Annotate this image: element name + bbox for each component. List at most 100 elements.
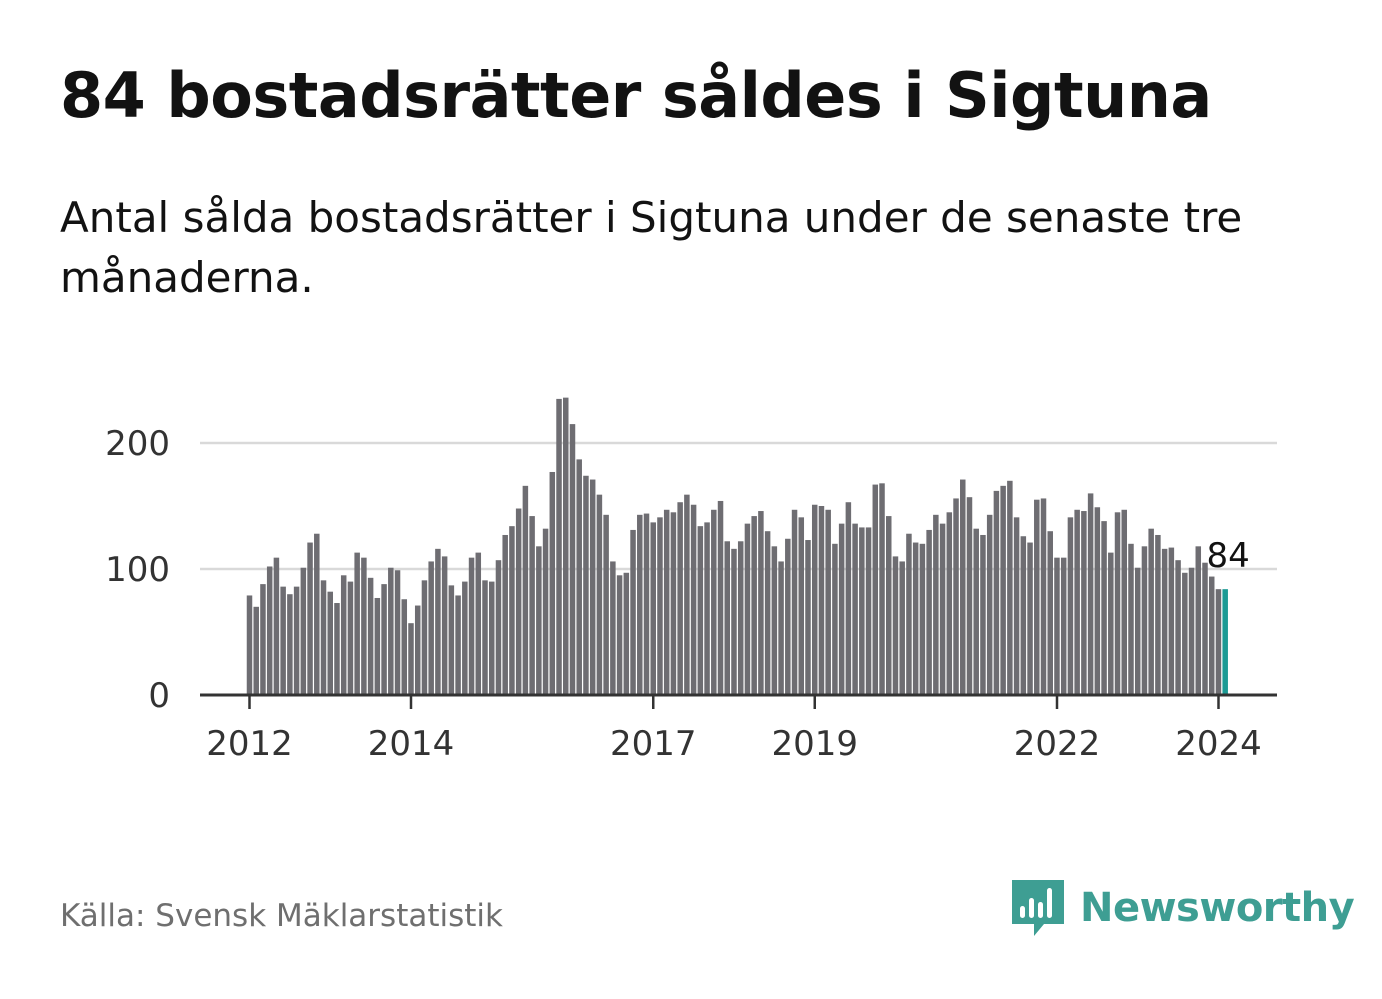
bar (488, 581, 495, 695)
x-tick-label: 2024 (1175, 724, 1262, 764)
bar (603, 514, 609, 695)
bar (737, 541, 744, 695)
bar (388, 567, 394, 695)
bar (859, 527, 865, 695)
bar (320, 580, 327, 695)
bar (287, 594, 293, 695)
bar (563, 397, 569, 695)
bar (475, 552, 482, 695)
bar (1121, 509, 1128, 695)
bar (334, 603, 340, 695)
bar (717, 500, 724, 695)
bar (455, 595, 461, 695)
bar (529, 516, 535, 695)
bar (401, 599, 408, 695)
brand-logo: Newsworthy (1010, 878, 1355, 938)
bar (980, 534, 986, 695)
bar (1040, 498, 1047, 695)
bar (1155, 534, 1161, 695)
bar (731, 548, 737, 695)
bar (623, 572, 630, 695)
bar (650, 522, 656, 695)
bar (637, 514, 643, 695)
bar (462, 581, 468, 695)
bar (1134, 567, 1141, 695)
bar (394, 570, 401, 695)
bar (576, 459, 582, 695)
bar (583, 475, 589, 695)
bar (273, 557, 280, 695)
bar (589, 479, 596, 695)
bar (1081, 511, 1087, 695)
bar (1188, 567, 1195, 695)
bar (1208, 576, 1215, 695)
bar (711, 509, 717, 695)
bar (724, 541, 731, 695)
bar (610, 561, 616, 695)
bar (300, 567, 307, 695)
bar (354, 552, 360, 695)
bar (1215, 589, 1222, 695)
bar (1141, 546, 1148, 695)
bar (307, 542, 313, 695)
x-tick-label: 2017 (610, 724, 697, 764)
brand-name: Newsworthy (1080, 885, 1355, 931)
bar (805, 540, 811, 695)
bar (899, 561, 905, 695)
page-subtitle: Antal sålda bostadsrätter i Sigtuna unde… (60, 193, 1243, 302)
bar (1047, 531, 1053, 695)
bar (1094, 507, 1101, 695)
bar (1020, 536, 1027, 695)
bar (1034, 499, 1040, 695)
bar (879, 483, 885, 695)
bar (1202, 562, 1208, 695)
bar (1161, 548, 1168, 695)
x-tick-label: 2022 (1014, 724, 1101, 764)
bar (690, 504, 697, 695)
bar (1074, 509, 1080, 695)
bar (260, 584, 266, 695)
bar (973, 528, 979, 695)
bar (778, 561, 784, 695)
bar (697, 526, 704, 695)
bar (906, 533, 912, 695)
bar (1182, 572, 1188, 695)
bar (832, 543, 838, 695)
bar (509, 526, 515, 695)
bar (340, 575, 347, 695)
x-tick-label: 2019 (771, 724, 858, 764)
bar (556, 398, 562, 695)
bar (515, 508, 522, 695)
bar (1054, 557, 1060, 695)
bar (684, 494, 690, 695)
bar (549, 471, 556, 695)
bar (280, 586, 286, 695)
bar (758, 511, 764, 695)
bar (314, 533, 320, 695)
bar (482, 580, 488, 695)
bar (771, 546, 778, 695)
page-title: 84 bostadsrätter såldes i Sigtuna (60, 59, 1212, 132)
bar (441, 556, 448, 695)
bar (421, 580, 428, 695)
bar (663, 509, 670, 695)
bar (1148, 528, 1154, 695)
bar (435, 548, 441, 695)
bar (502, 534, 508, 695)
bar (1007, 480, 1013, 695)
bar (1087, 493, 1094, 695)
bar (953, 498, 959, 695)
bars (246, 397, 1228, 695)
bar (677, 502, 683, 695)
bar (939, 523, 946, 695)
last-value-label: 84 (1207, 536, 1250, 576)
bar (785, 538, 791, 695)
bar (374, 597, 381, 695)
bar (569, 424, 576, 695)
bar (1168, 547, 1175, 695)
bar (791, 509, 798, 695)
bar (811, 504, 818, 695)
bar (1128, 543, 1134, 695)
x-tick-label: 2012 (206, 724, 293, 764)
bar (361, 557, 367, 695)
